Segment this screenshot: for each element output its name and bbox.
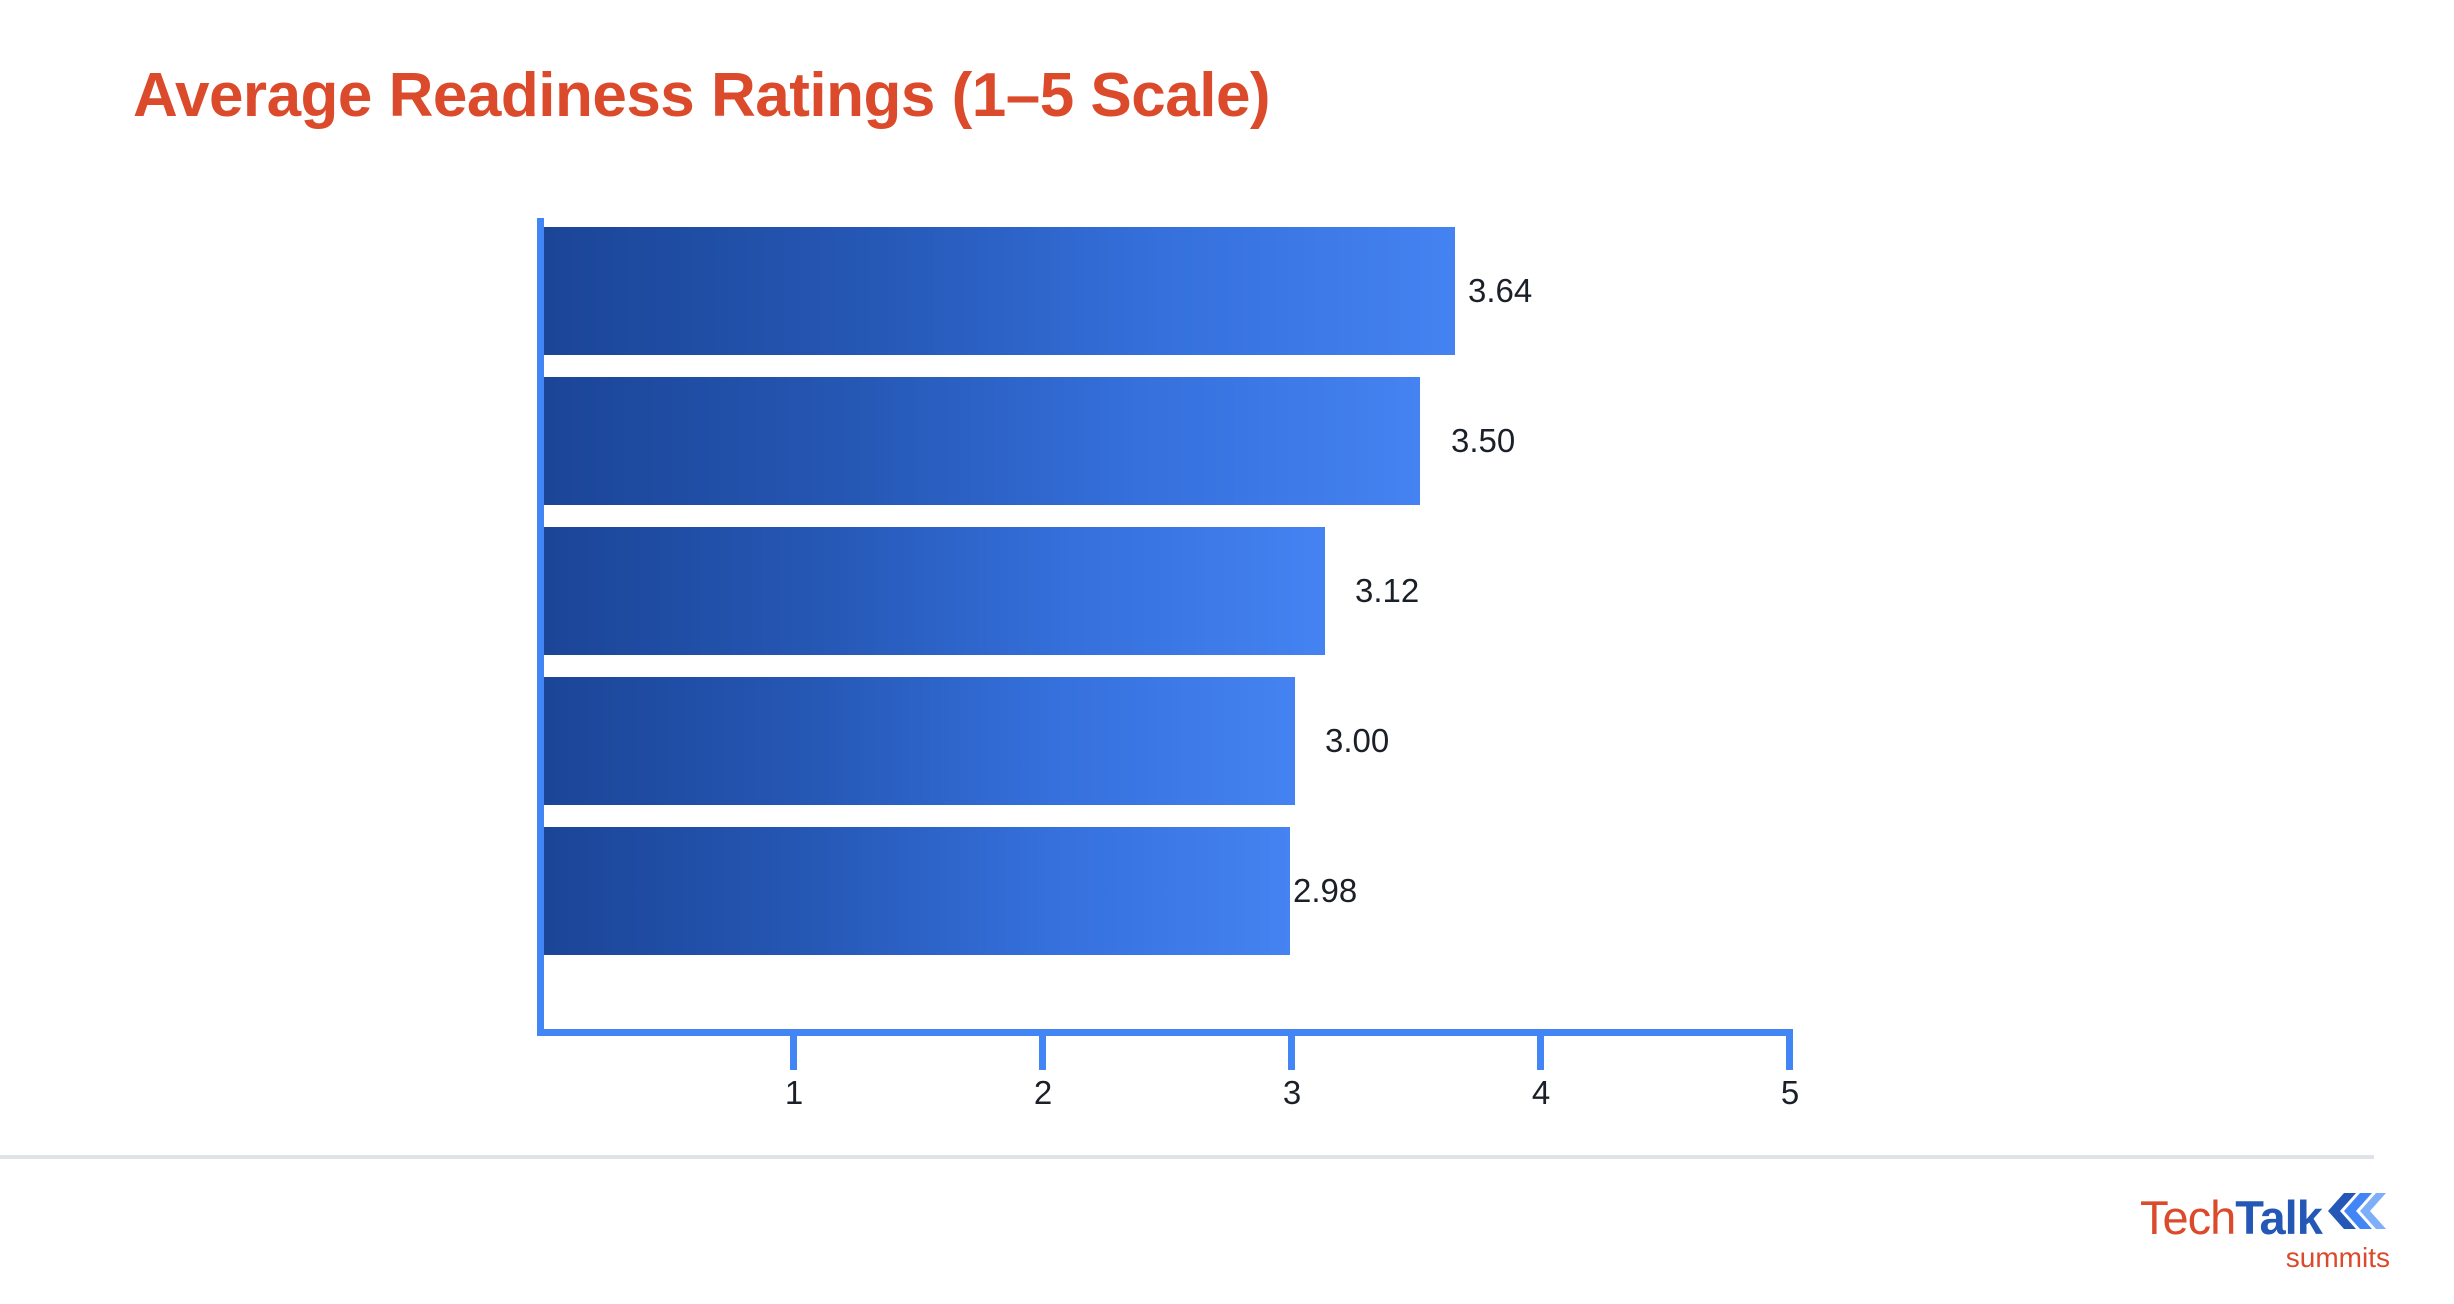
bar-track — [544, 377, 1420, 505]
bar-track — [544, 677, 1295, 805]
x-axis-tick — [1786, 1036, 1793, 1070]
bar-value-label: 3.12 — [1355, 572, 1420, 609]
x-axis-line — [537, 1029, 1793, 1036]
bar-track — [544, 527, 1325, 655]
x-axis-tick-label: 3 — [1282, 1074, 1302, 1111]
x-axis-tick — [1537, 1036, 1544, 1070]
logo-summits-text: summits — [2285, 1242, 2390, 1273]
bar-value-label: 3.50 — [1451, 422, 1516, 459]
bar-track — [544, 227, 1455, 355]
bar — [544, 827, 1290, 955]
x-axis-tick-label: 4 — [1531, 1074, 1551, 1111]
x-axis-tick — [1288, 1036, 1295, 1070]
bar-value-label: 3.00 — [1325, 722, 1390, 759]
logo-talk-text: Talk — [2235, 1191, 2323, 1244]
x-axis-tick-label: 5 — [1780, 1074, 1800, 1111]
bar-chart: Cloud Readiness 3.64 Cybersecurity Readi… — [537, 218, 1800, 1111]
bar-value-label: 2.98 — [1293, 872, 1358, 909]
page-title: Average Readiness Ratings (1–5 Scale) — [133, 61, 1271, 130]
y-axis-line — [537, 218, 544, 1035]
techtalk-summits-logo: Tech Talk summits — [2140, 1190, 2390, 1280]
bar — [544, 227, 1455, 355]
double-chevron-left-icon — [2324, 1191, 2386, 1236]
logo-wordmark: Tech Talk — [2140, 1190, 2386, 1245]
bar — [544, 377, 1420, 505]
x-axis-tick — [1039, 1036, 1046, 1070]
logo-tech-text: Tech — [2140, 1191, 2236, 1244]
x-axis-tick-label: 2 — [1033, 1074, 1053, 1111]
bar — [544, 677, 1295, 805]
x-axis-tick-label: 1 — [784, 1074, 804, 1111]
bar-track — [544, 827, 1290, 955]
bar-value-label: 3.64 — [1468, 272, 1533, 309]
footer-divider — [0, 1155, 2374, 1159]
x-axis-tick — [790, 1036, 797, 1070]
bar — [544, 527, 1325, 655]
